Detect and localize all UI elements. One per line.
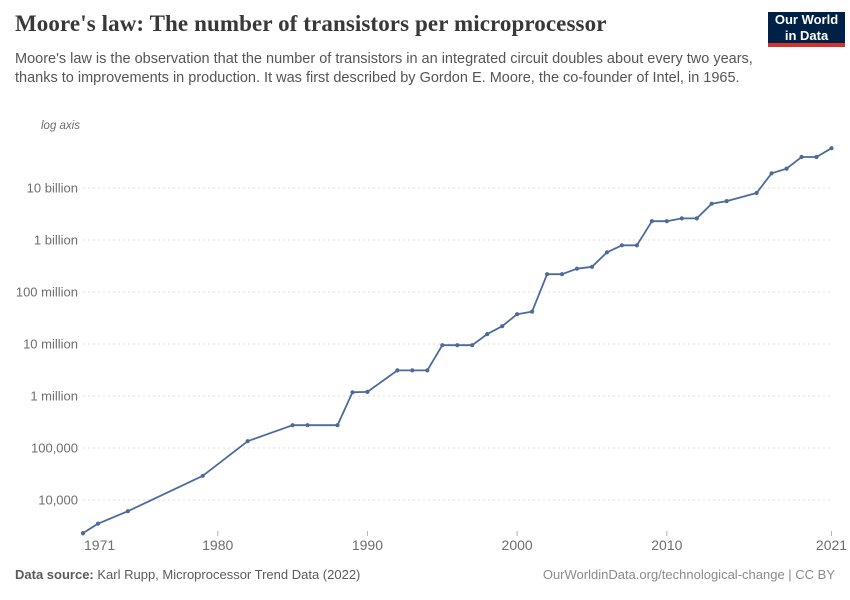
y-axis-tick-label: 10,000 [38,493,78,508]
page-title: Moore's law: The number of transistors p… [15,11,607,36]
data-point[interactable] [350,390,355,395]
data-point[interactable] [395,368,400,373]
data-point[interactable] [829,146,834,151]
y-axis-tick-label: 1 million [30,389,78,404]
data-point[interactable] [694,216,699,221]
data-point[interactable] [335,423,340,428]
data-point[interactable] [679,216,684,221]
data-point[interactable] [619,243,625,248]
data-point[interactable] [290,423,295,428]
data-point[interactable] [410,368,415,373]
data-series-line[interactable] [82,147,833,534]
data-point[interactable] [559,272,565,277]
data-point[interactable] [200,473,205,478]
attribution-text: OurWorldinData.org/technological-change … [542,567,835,582]
data-point[interactable] [709,201,714,206]
data-point[interactable] [769,171,774,176]
data-point[interactable] [515,312,520,317]
data-point[interactable] [530,309,535,314]
data-point[interactable] [440,343,445,348]
data-point[interactable] [664,219,669,224]
data-point[interactable] [485,332,490,337]
owid-logo-line1: Our World [774,12,839,27]
y-axis-tick-label: 100 million [16,285,78,300]
data-point[interactable] [500,324,505,329]
data-point[interactable] [604,250,610,255]
data-point[interactable] [754,190,759,196]
data-point[interactable] [365,389,370,394]
y-axis-tick-label: 100,000 [31,441,78,456]
x-axis-tick-label: 2021 [816,537,847,553]
data-point[interactable] [80,531,86,536]
data-point[interactable] [814,154,819,160]
x-axis-tick-label: 1971 [84,537,115,553]
owid-logo-line2: in Data [784,27,829,43]
data-source-text: Karl Rupp, Microprocessor Trend Data (20… [97,567,361,582]
y-axis-tick-label: 10 billion [27,181,78,196]
data-point[interactable] [784,166,789,171]
data-point[interactable] [455,343,460,348]
data-point[interactable] [799,154,804,160]
data-point[interactable] [589,264,595,269]
data-source-label: Data source: [15,567,94,582]
data-point[interactable] [245,439,250,444]
data-point[interactable] [724,199,729,204]
owid-logo: Our World in Data [768,12,845,47]
data-point[interactable] [574,266,580,271]
data-point[interactable] [305,423,310,428]
log-axis-label: log axis [41,120,80,132]
data-point[interactable] [95,521,101,526]
data-source: Data source: Karl Rupp, Microprocessor T… [15,567,360,582]
x-axis-tick-label: 2010 [651,537,682,553]
x-axis-tick-label: 1980 [202,537,233,553]
y-axis-tick-label: 10 million [23,337,78,352]
x-axis-tick-label: 1990 [352,537,383,553]
data-point[interactable] [545,272,550,277]
chart-subtitle: Moore's law is the observation that the … [15,51,753,86]
data-point[interactable] [634,243,640,248]
data-point[interactable] [125,509,130,514]
data-point[interactable] [425,368,430,373]
data-point[interactable] [649,219,655,224]
data-point[interactable] [470,343,475,348]
chart-footer: Data source: Karl Rupp, Microprocessor T… [15,567,835,582]
x-axis-tick-label: 2000 [502,537,533,553]
y-axis-tick-label: 1 billion [34,233,78,248]
